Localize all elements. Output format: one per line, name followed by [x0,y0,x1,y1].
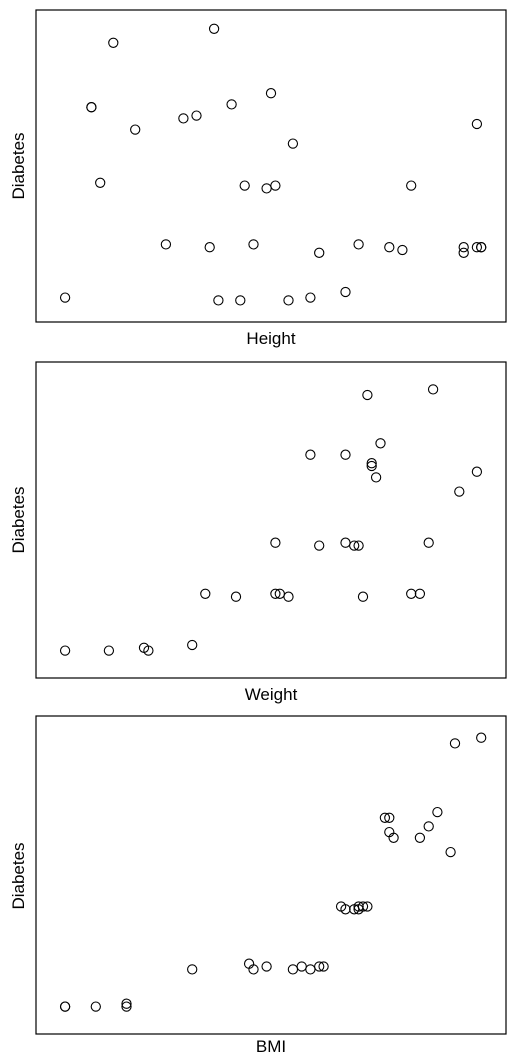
panel-height: Height Diabetes [9,9,507,348]
data-point-height [261,183,272,194]
plot-frame-bmi [35,715,507,1035]
plot-frame-height [35,9,507,323]
data-point-bmi [314,961,325,972]
data-point-bmi [423,821,434,832]
data-point-height [353,239,364,250]
data-point-height [208,23,220,34]
data-point-bmi [432,806,443,818]
ylabel-weight: Diabetes [9,486,28,553]
data-point-bmi [384,812,395,823]
data-point-weight [375,438,386,449]
data-point-bmi [414,832,426,843]
data-point-height [314,247,325,258]
data-point-height [471,118,483,130]
data-point-bmi [248,964,259,975]
data-point-weight [353,540,364,551]
data-point-height [305,292,316,303]
data-point-weight [471,466,483,477]
data-point-height [476,242,487,253]
data-point-weight [230,591,242,602]
data-point-weight [283,591,294,602]
data-point-weight [349,540,360,551]
data-point-height [130,124,141,135]
data-point-bmi [90,1001,101,1012]
data-point-bmi [445,846,456,858]
data-point-weight [366,460,377,472]
data-point-bmi [379,812,391,823]
data-point-bmi [121,1001,132,1012]
data-point-height [248,239,259,250]
data-point-weight [366,458,377,469]
data-point-height [340,286,351,298]
data-point-height [384,242,395,253]
data-point-weight [305,449,316,460]
data-point-height [235,295,246,306]
ylabel-bmi: Diabetes [9,842,28,909]
data-point-height [95,177,106,188]
data-point-weight [187,639,198,651]
data-point-height [406,180,417,191]
data-point-bmi [318,961,329,972]
data-point-height [160,239,172,250]
data-point-bmi [357,901,369,912]
data-point-weight [200,588,211,599]
data-point-bmi [388,832,399,843]
data-point-weight [362,389,373,401]
data-point-weight [454,486,465,497]
data-point-bmi [287,964,299,975]
data-point-height [191,110,202,121]
data-point-weight [103,645,115,656]
data-point-height [108,37,119,48]
data-point-height [458,247,469,258]
data-point-height [239,180,250,191]
data-point-weight [314,540,325,551]
data-point-weight [270,588,281,599]
panel-bmi: BMI Diabetes [9,715,507,1056]
plot-frame-weight [35,361,507,679]
data-point-height [213,295,224,306]
data-point-bmi [261,961,272,972]
data-point-bmi [362,901,373,912]
data-point-height [397,244,408,256]
data-point-weight [340,537,351,548]
data-point-height [458,242,469,253]
xlabel-weight: Weight [245,685,298,704]
data-point-height [287,138,299,149]
data-point-bmi [476,732,487,743]
data-point-weight [340,449,351,460]
data-point-weight [427,384,439,395]
data-point-weight [414,588,426,599]
panel-weight: Weight Diabetes [9,361,507,704]
data-point-bmi [296,961,307,972]
data-point-bmi [59,1001,71,1012]
data-point-height [59,292,71,303]
data-point-height [226,99,237,110]
data-point-weight [406,588,417,599]
points-weight [59,384,483,656]
data-point-height [270,180,281,191]
data-point-bmi [187,964,198,975]
data-point-weight [423,537,434,548]
data-point-weight [143,645,154,656]
data-point-weight [357,591,369,602]
data-point-weight [370,472,382,483]
data-point-bmi [449,738,461,749]
data-point-height [283,295,294,306]
ylabel-height: Diabetes [9,132,28,199]
data-point-weight [270,537,281,548]
data-point-height [204,242,215,253]
xlabel-bmi: BMI [256,1037,286,1056]
data-point-height [265,88,277,99]
points-bmi [59,732,487,1012]
xlabel-height: Height [246,329,295,348]
data-point-weight [59,645,71,656]
data-point-height [178,113,189,124]
points-height [59,23,487,306]
data-point-height [471,242,483,253]
data-point-bmi [305,964,316,975]
data-point-height [86,102,97,113]
data-point-bmi [121,998,132,1009]
